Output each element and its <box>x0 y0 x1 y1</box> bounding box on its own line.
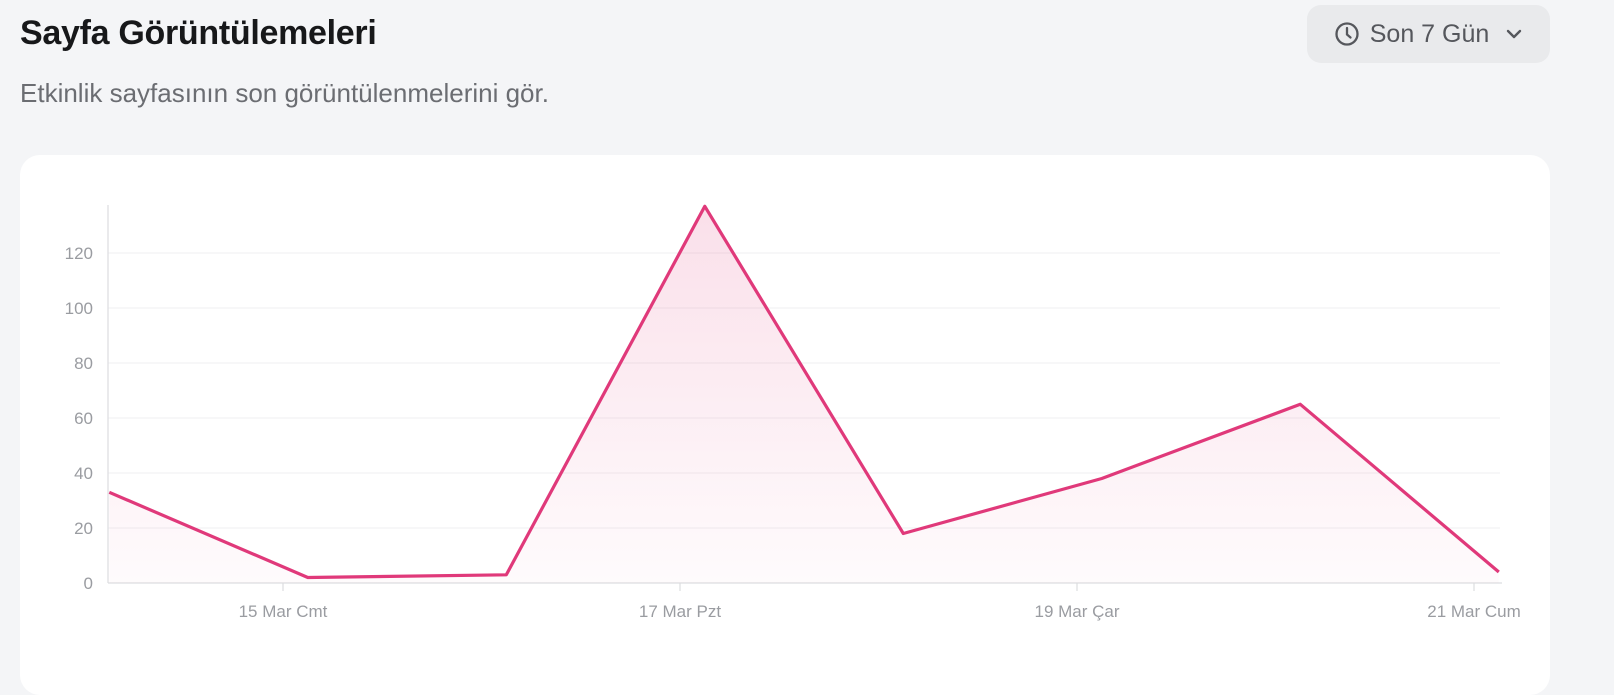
x-tick-label: 19 Mar Çar <box>1034 602 1119 621</box>
y-tick-label: 100 <box>65 299 93 318</box>
date-range-label: Son 7 Gün <box>1369 19 1490 48</box>
series-area <box>109 206 1499 584</box>
chevron-down-icon <box>1507 29 1522 39</box>
y-tick-label: 20 <box>74 519 93 538</box>
y-tick-label: 80 <box>74 354 93 373</box>
page-views-chart: 0 20 40 60 80 100 120 15 Mar Cmt 17 Mar Pzt 19 Ma… <box>65 204 1521 621</box>
y-tick-label: 40 <box>74 464 93 483</box>
x-tick-label: 17 Mar Pzt <box>639 602 721 621</box>
date-range-dropdown[interactable]: Son 7 Gün <box>1307 5 1550 63</box>
page-subtitle: Etkinlik sayfasının son görüntülenmeleri… <box>20 78 549 108</box>
y-tick-label: 120 <box>65 244 93 263</box>
x-tick-label: 21 Mar Cum <box>1427 602 1521 621</box>
clock-icon <box>1335 22 1359 46</box>
y-tick-label: 60 <box>74 409 93 428</box>
x-tick-label: 15 Mar Cmt <box>239 602 328 621</box>
page-title: Sayfa Görüntülemeleri <box>20 14 377 52</box>
y-tick-label: 0 <box>84 574 93 593</box>
series-line <box>108 204 1500 580</box>
